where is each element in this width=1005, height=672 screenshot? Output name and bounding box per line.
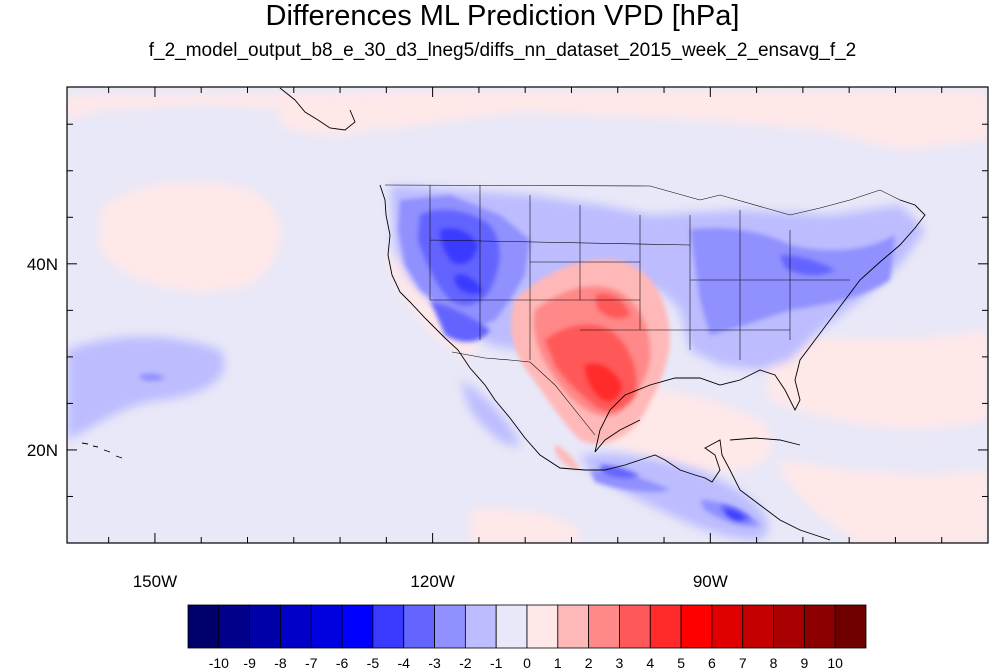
lat-tick-label: 20N: [27, 441, 58, 460]
colorbar-swatch: [649, 604, 682, 649]
colorbar-label: 3: [616, 655, 624, 671]
colorbar-swatch: [341, 604, 374, 649]
colorbar-swatch: [280, 604, 312, 649]
colorbar-swatch: [680, 604, 713, 649]
colorbar-label: -10: [209, 655, 229, 671]
colorbar-swatch: [803, 604, 836, 649]
coastlines: [81, 87, 926, 541]
colorbar-swatch: [249, 604, 281, 649]
cuba-outline: [729, 437, 801, 446]
colorbar-swatch: [773, 604, 805, 649]
colorbar-label: 10: [827, 655, 843, 671]
colorbar-label: -6: [336, 655, 349, 671]
state-borders: [384, 184, 901, 436]
chart-title: Differences ML Prediction VPD [hPa]: [265, 0, 740, 32]
colorbar: -10 -9 -8 -7 -6 -5 -4 -3 -2 -1 0 1 2 3 4 5 6 7 8 9 10: [187, 604, 867, 671]
lon-tick-label: 90W: [693, 572, 728, 591]
colorbar-swatch: [834, 604, 867, 649]
colorbar-label: -3: [428, 655, 441, 671]
north-america-coastline: [379, 184, 831, 541]
colorbar-label: 5: [677, 655, 685, 671]
colorbar-label: -8: [274, 655, 287, 671]
colorbar-label: -4: [398, 655, 411, 671]
colorbar-label: 1: [554, 655, 562, 671]
colorbar-swatch: [310, 604, 343, 649]
alaska-coastline: [279, 87, 356, 131]
hawaii-outline: [81, 442, 123, 459]
lon-tick-label: 120W: [410, 572, 454, 591]
map-plot-area: [67, 87, 988, 543]
colorbar-swatch: [526, 604, 559, 649]
latitude-axis: 40N 20N: [27, 123, 988, 497]
field-peak-positive: [585, 363, 622, 402]
field-deepest-negative: [440, 228, 745, 521]
interior-borders: [429, 185, 850, 360]
colorbar-label: 0: [523, 655, 531, 671]
colorbar-swatch: [218, 604, 251, 649]
colorbar-swatch: [434, 604, 466, 649]
colorbar-swatch: [557, 604, 590, 649]
lat-tick-label: 40N: [27, 255, 58, 274]
colorbar-swatch: [372, 604, 405, 649]
colorbar-label: -9: [243, 655, 256, 671]
colorbar-swatch: [711, 604, 744, 649]
us-mexico-border: [451, 351, 596, 436]
colorbar-label: 7: [739, 655, 747, 671]
colorbar-swatch: [403, 604, 435, 649]
chart-subtitle: f_2_model_output_b8_e_30_d3_lneg5/diffs_…: [148, 40, 857, 61]
us-canada-border: [384, 184, 901, 216]
colorbar-label: 9: [800, 655, 808, 671]
colorbar-label: -7: [305, 655, 318, 671]
colorbar-label: 6: [708, 655, 716, 671]
colorbar-label: 4: [646, 655, 654, 671]
colorbar-swatch: [495, 604, 528, 649]
longitude-axis: 150W 120W 90W: [108, 87, 989, 591]
colorbar-label: 8: [770, 655, 778, 671]
colorbar-label: -5: [367, 655, 380, 671]
colorbar-swatch: [187, 604, 220, 649]
colorbar-label: -1: [490, 655, 503, 671]
colorbar-swatch: [619, 604, 651, 649]
colorbar-swatch: [464, 604, 497, 649]
colorbar-swatch: [588, 604, 620, 649]
colorbar-label: 2: [585, 655, 593, 671]
lon-tick-label: 150W: [133, 572, 177, 591]
colorbar-swatch: [742, 604, 774, 649]
gulf-coastline: [594, 199, 926, 453]
colorbar-label: -2: [459, 655, 472, 671]
map-frame: [66, 86, 989, 544]
